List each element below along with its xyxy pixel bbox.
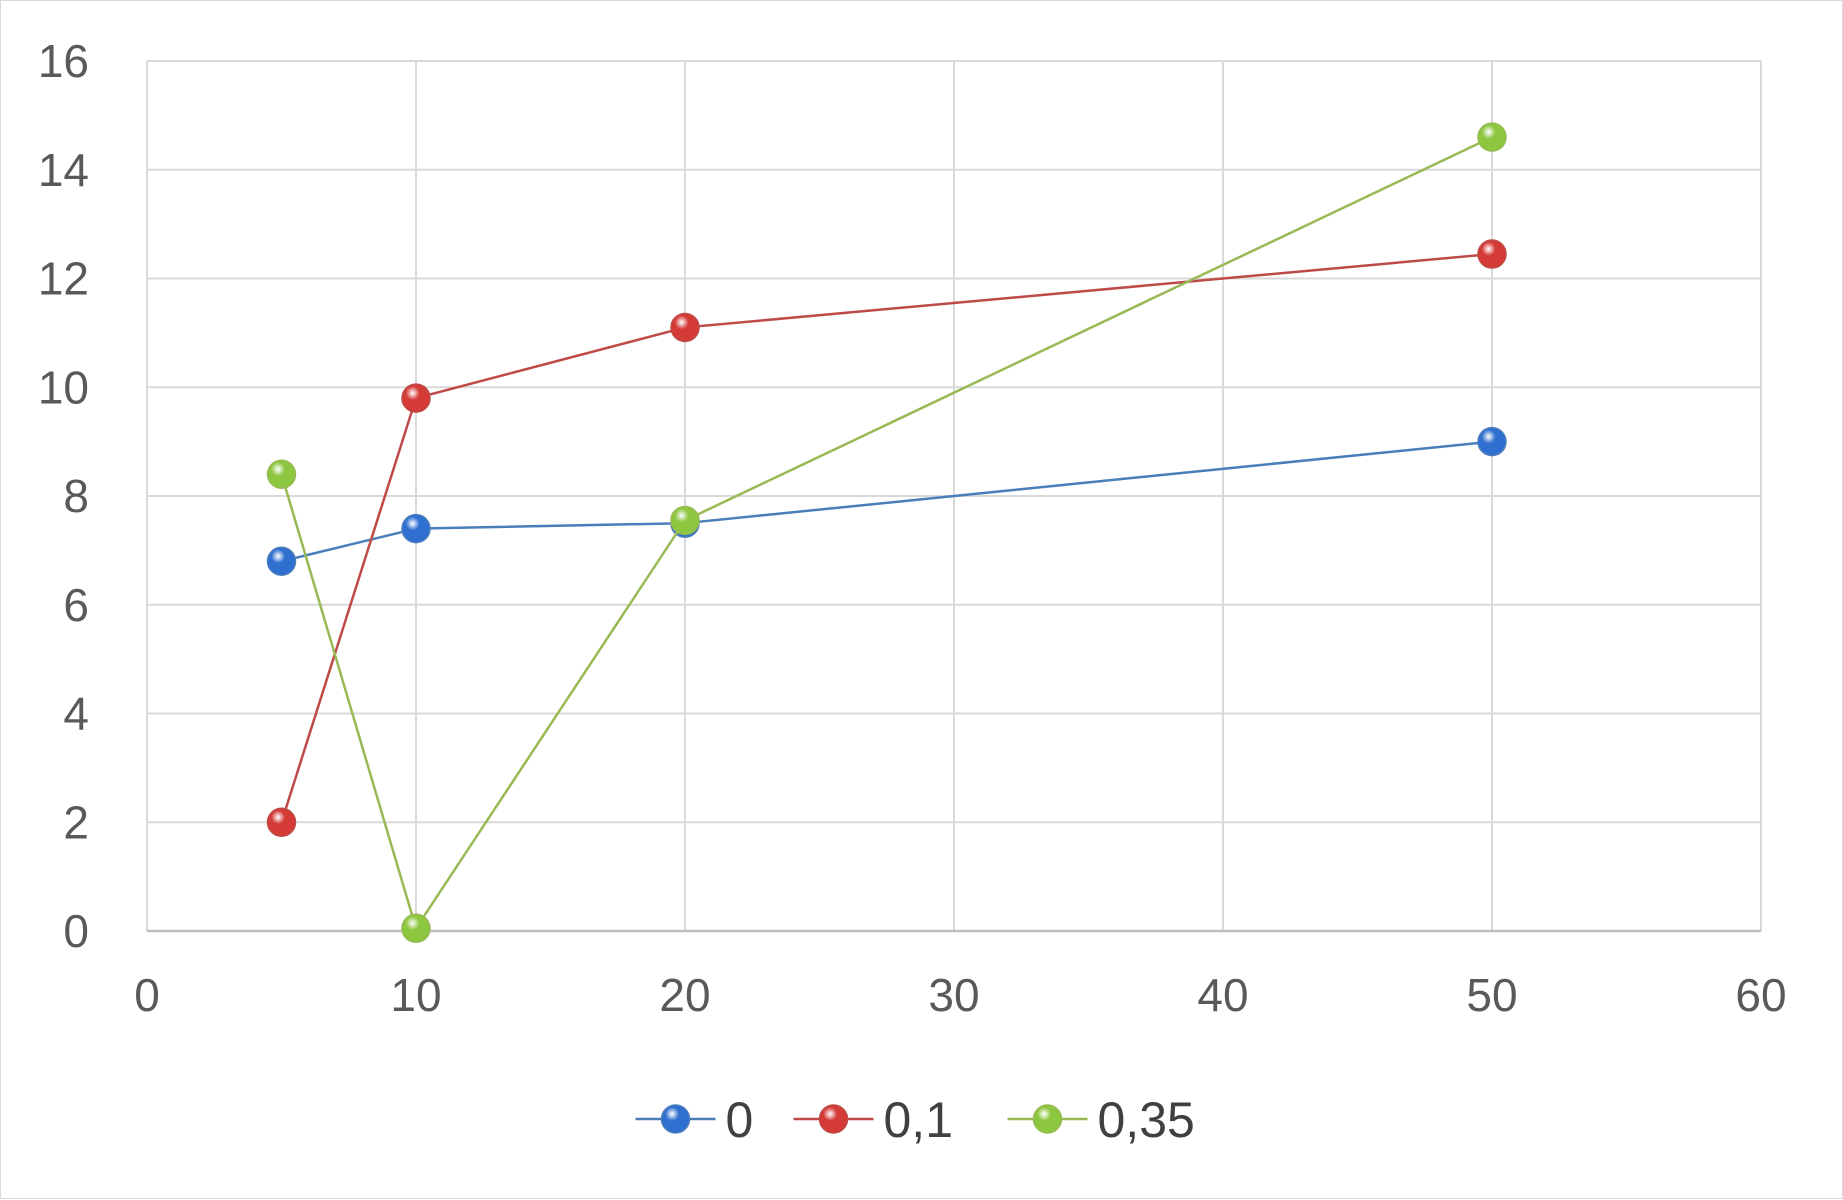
legend-label: 0 [726,1092,754,1148]
series-1 [266,239,1507,837]
tick-labels: 0 10 20 30 40 50 60 0 2 4 6 8 10 12 14 16 [38,35,1787,1021]
data-point [401,913,431,944]
legend-label: 0,35 [1098,1092,1195,1148]
x-tick-label: 20 [659,969,710,1021]
data-point [670,505,700,536]
y-tick-label: 4 [63,688,89,740]
x-tick-label: 0 [134,969,160,1021]
legend-marker [818,1104,849,1134]
y-tick-label: 6 [63,579,89,631]
data-point [266,807,297,837]
y-tick-label: 8 [63,470,89,522]
y-tick-label: 12 [38,253,89,305]
y-tick-label: 2 [63,796,89,848]
series-2 [266,122,1507,944]
series-line [280,135,1493,932]
legend-item: 0 [635,1092,754,1148]
y-tick-label: 0 [63,905,89,957]
data-point [401,383,431,413]
y-tick-label: 16 [38,35,89,87]
legend-marker [660,1104,691,1134]
legend-marker [1032,1104,1063,1134]
data-point [266,546,297,576]
x-tick-label: 30 [928,969,979,1021]
legend: 0 0,1 0,35 [635,1092,1195,1148]
x-tick-label: 60 [1735,969,1786,1021]
data-point [670,312,700,343]
data-point [1477,122,1507,152]
x-tick-label: 50 [1466,969,1517,1021]
legend-item: 0,1 [793,1092,954,1148]
data-point [1477,239,1507,269]
legend-item: 0,35 [1007,1092,1195,1148]
series-line [281,440,1493,563]
series-group [266,122,1507,944]
series-0 [266,426,1507,576]
x-tick-label: 40 [1197,969,1248,1021]
data-point [266,459,297,489]
x-tick-label: 10 [390,969,441,1021]
series-line [280,252,1493,823]
data-point [401,513,431,544]
legend-label: 0,1 [884,1092,954,1148]
data-point [1477,426,1507,457]
y-tick-label: 10 [38,361,89,413]
y-tick-label: 14 [38,144,89,196]
